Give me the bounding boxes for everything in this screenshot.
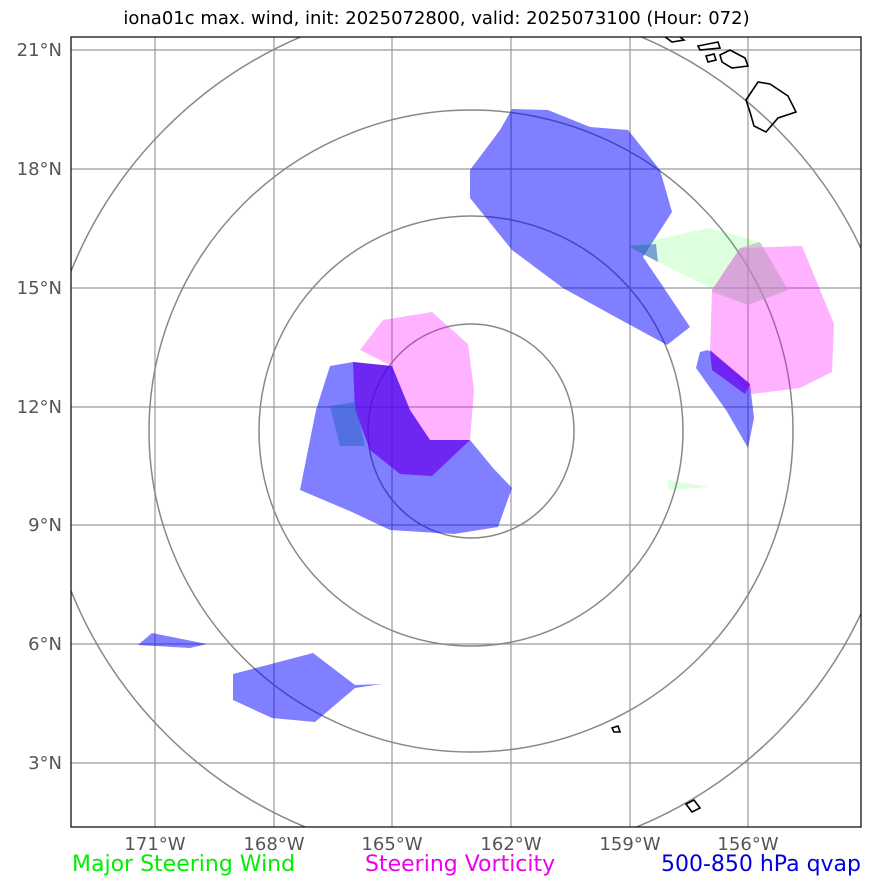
lon-label-171: 171°W	[124, 834, 185, 855]
legend-steering-vorticity: Steering Vorticity	[365, 852, 556, 877]
coastline-big-island	[745, 81, 798, 133]
coastline-small-island-southeast	[684, 798, 702, 814]
plot-frame	[70, 36, 862, 828]
coastline-small-island-south	[610, 724, 622, 733]
lon-label-168: 168°W	[243, 834, 304, 855]
steering-wind-area-south	[668, 480, 710, 490]
qvap-area-east-small	[696, 350, 754, 448]
lat-label-18: 18°N	[17, 159, 62, 180]
legend-qvap: 500-850 hPa qvap	[660, 852, 861, 877]
vorticity-area-central	[360, 312, 474, 440]
lon-tick-labels: 171°W 168°W 165°W 162°W 159°W 156°W	[124, 834, 778, 855]
lon-label-165: 165°W	[361, 834, 422, 855]
qvap-area-far-southwest	[138, 633, 207, 648]
overlap-vorticity-qvap-central	[353, 362, 470, 476]
coastline-lanai	[704, 53, 718, 63]
distance-ring-3	[148, 109, 794, 753]
lat-label-6: 6°N	[28, 634, 62, 655]
lat-label-12: 12°N	[17, 397, 62, 418]
overlap-wind-qvap-east	[628, 244, 658, 262]
lat-label-3: 3°N	[28, 753, 62, 774]
coastline-maui	[719, 49, 750, 69]
qvap-area-northeast	[470, 109, 690, 345]
lat-label-21: 21°N	[17, 40, 62, 61]
lon-label-162: 162°W	[480, 834, 541, 855]
overlap-wind-vorticity-east	[712, 242, 788, 305]
coastline-molokai	[696, 41, 722, 51]
lat-tick-labels: 3°N 6°N 9°N 12°N 15°N 18°N 21°N	[17, 40, 62, 774]
map-title: iona01c max. wind, init: 2025072800, val…	[123, 8, 750, 29]
distance-ring-2	[258, 215, 684, 647]
overlap-vorticity-qvap-east	[710, 350, 750, 394]
lon-label-156: 156°W	[717, 834, 778, 855]
lat-label-9: 9°N	[28, 515, 62, 536]
lon-label-159: 159°W	[599, 834, 660, 855]
overlap-wind-qvap-central	[330, 402, 365, 446]
coastline-oahu	[664, 37, 686, 43]
legend-steering-wind: Major Steering Wind	[72, 852, 296, 877]
overlap-areas	[330, 242, 788, 476]
lat-label-15: 15°N	[17, 278, 62, 299]
qvap-area-southwest	[233, 653, 382, 722]
coastlines	[610, 37, 798, 814]
